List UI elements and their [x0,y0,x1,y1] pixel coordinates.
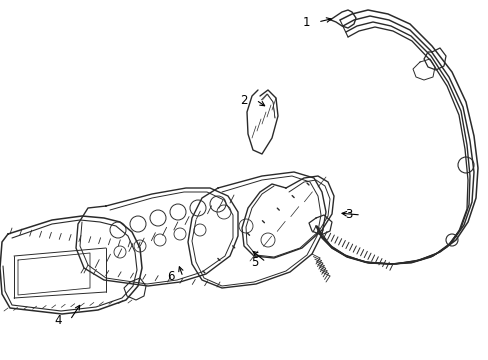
Text: 5: 5 [250,256,258,269]
Text: 1: 1 [302,15,309,28]
Text: 2: 2 [240,94,247,107]
Text: 6: 6 [167,270,175,284]
Text: 4: 4 [54,314,62,327]
Text: 3: 3 [345,208,352,221]
